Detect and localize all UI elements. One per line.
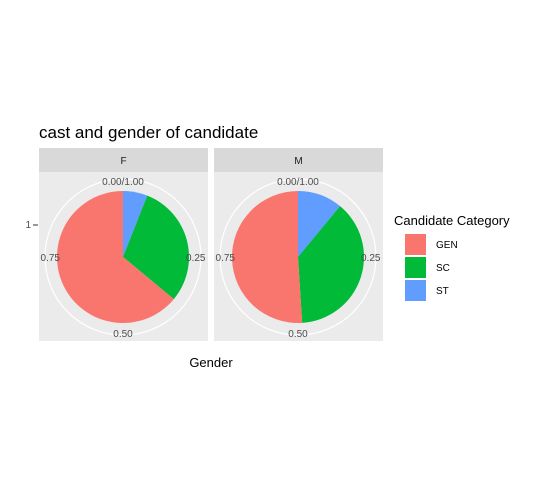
facet-strip-label-m: M bbox=[294, 156, 302, 167]
legend-title: Candidate Category bbox=[394, 213, 510, 228]
pie-slices-m bbox=[231, 191, 364, 323]
facet-m: M 0.00/1.00 0.25 0.50 0.75 bbox=[214, 148, 383, 341]
tick-label-025-m: 0.25 bbox=[361, 253, 381, 264]
tick-label-075-f: 0.75 bbox=[41, 253, 61, 264]
panel-gap bbox=[208, 245, 214, 267]
tick-label-0-f: 0.00/1.00 bbox=[102, 177, 144, 188]
legend-key-sc bbox=[405, 257, 426, 278]
legend-key-gen bbox=[405, 234, 426, 255]
tick-label-075-m: 0.75 bbox=[216, 253, 236, 264]
tick-label-0-m: 0.00/1.00 bbox=[277, 177, 319, 188]
x-axis-label: Gender bbox=[189, 355, 233, 370]
pie-slice-f-gen bbox=[56, 191, 174, 324]
facet-f: F 0.00/1.00 0.25 0.50 0.75 bbox=[39, 148, 208, 341]
grid-circle-f bbox=[44, 178, 202, 336]
pie-slice-m-sc bbox=[298, 206, 364, 323]
pie-slice-f-st bbox=[123, 191, 148, 257]
legend: Candidate Category GEN SC ST bbox=[394, 213, 510, 301]
legend-items: GEN SC ST bbox=[405, 234, 458, 301]
facet-strip-f bbox=[39, 148, 208, 172]
legend-label-sc: SC bbox=[436, 263, 450, 274]
tick-label-050-f: 0.50 bbox=[113, 329, 133, 340]
tick-label-025-f: 0.25 bbox=[186, 253, 206, 264]
chart-title: cast and gender of candidate bbox=[39, 123, 258, 142]
grid-circle-m bbox=[219, 178, 377, 336]
legend-label-st: ST bbox=[436, 286, 449, 297]
pie-slice-f-sc bbox=[123, 195, 190, 300]
y-tick-label: 1 bbox=[25, 220, 31, 231]
pie-slices-f bbox=[56, 191, 190, 324]
pie-slice-m-gen bbox=[231, 191, 303, 323]
facet-strip-m bbox=[214, 148, 383, 172]
panel-gap-right bbox=[383, 245, 391, 267]
pie-slice-m-st bbox=[298, 191, 341, 257]
legend-label-gen: GEN bbox=[436, 240, 458, 251]
legend-key-st bbox=[405, 280, 426, 301]
facet-strip-label-f: F bbox=[120, 156, 126, 167]
tick-label-050-m: 0.50 bbox=[288, 329, 308, 340]
panel-gap-left bbox=[0, 245, 39, 267]
